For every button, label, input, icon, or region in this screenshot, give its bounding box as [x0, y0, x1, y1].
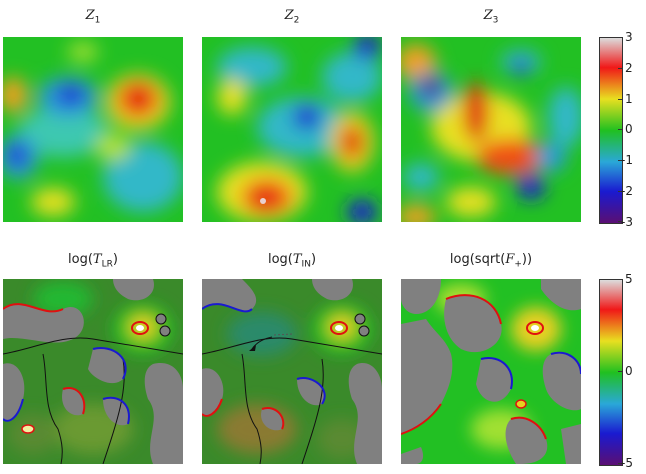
- colorbar-tickmark: [618, 371, 622, 372]
- colorbar-tickmark: [618, 191, 622, 192]
- title-symbol: T: [92, 252, 102, 267]
- title-prefix: log(sqrt(: [449, 252, 506, 267]
- field-panel-log-tin: [202, 279, 382, 464]
- title-symbol: T: [292, 252, 302, 267]
- panel-title-log-sqrt-fplus: log(sqrt(F+)): [401, 252, 581, 270]
- panel-title-z1: Z1: [3, 8, 183, 26]
- title-suffix: ): [310, 252, 317, 267]
- panel-title-z3: Z3: [401, 8, 581, 26]
- colorbar-tick-label: -3: [621, 215, 633, 229]
- colorbar-tick-label: 0: [625, 122, 633, 136]
- title-subscript: LR: [101, 259, 113, 270]
- title-subscript: IN: [301, 259, 311, 270]
- title-subscript: 3: [492, 15, 499, 26]
- field-panel-log-sqrt-fplus: [401, 279, 581, 464]
- panel-title-z2: Z2: [202, 8, 382, 26]
- title-suffix: )): [521, 252, 533, 267]
- colorbar-tickmark: [618, 463, 622, 464]
- colorbar-tickmark: [618, 160, 622, 161]
- panel-title-log-tlr: log(TLR): [3, 252, 183, 270]
- colorbar-tick-label: 2: [625, 61, 633, 75]
- colorbar-bottom: [599, 279, 623, 466]
- colorbar-tick-label: 0: [625, 364, 633, 378]
- colorbar-tick-label: 1: [625, 92, 633, 106]
- colorbar-tickmark: [618, 279, 622, 280]
- colorbar-tick-label: -1: [621, 153, 633, 167]
- title-subscript: +: [514, 259, 522, 270]
- colorbar-tickmark: [618, 99, 622, 100]
- title-subscript: 2: [293, 15, 300, 26]
- colorbar-tick-label: 5: [625, 272, 633, 286]
- colorbar-tick-label: 3: [625, 30, 633, 44]
- colorbar-tick-label: -5: [621, 456, 633, 470]
- field-panel-z1: [3, 37, 183, 222]
- colorbar-tickmark: [618, 68, 622, 69]
- colorbar-tickmark: [618, 129, 622, 130]
- title-prefix: log(: [68, 252, 93, 267]
- title-symbol: Z: [284, 8, 294, 23]
- colorbar-tickmark: [618, 221, 622, 222]
- title-symbol: Z: [483, 8, 493, 23]
- colorbar-top: [599, 37, 623, 224]
- title-subscript: 1: [94, 15, 101, 26]
- colorbar-tickmark: [618, 37, 622, 38]
- title-symbol: Z: [85, 8, 95, 23]
- field-panel-log-tlr: [3, 279, 183, 464]
- title-suffix: ): [112, 252, 118, 267]
- title-symbol: F: [505, 252, 515, 267]
- title-prefix: log(: [267, 252, 293, 267]
- colorbar-tick-label: -2: [621, 184, 633, 198]
- panel-title-log-tin: log(TIN): [202, 252, 382, 270]
- field-panel-z3: [401, 37, 581, 222]
- field-panel-z2: [202, 37, 382, 222]
